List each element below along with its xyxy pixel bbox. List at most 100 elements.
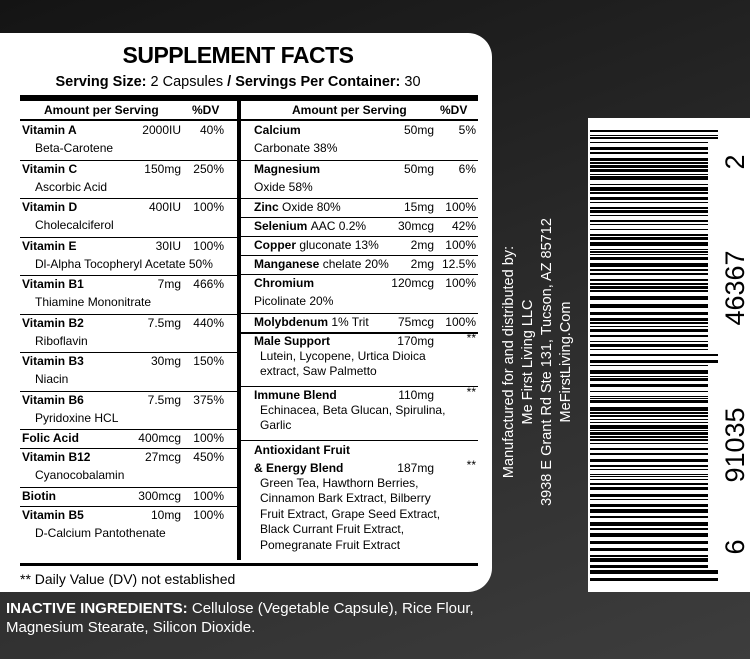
row-name-line: Copper gluconate 13%: [254, 237, 379, 253]
row-rule: [20, 352, 238, 353]
barcode-bar: [590, 169, 708, 172]
nutrient-name: Vitamin B1: [22, 277, 84, 291]
nutrient-detail: Riboflavin: [35, 333, 88, 348]
daily-value: 42%: [451, 219, 476, 233]
daily-value: 6%: [458, 161, 476, 176]
row-name-line: Vitamin B3: [22, 353, 84, 369]
row-rule: [241, 255, 478, 256]
nutrient-detail: Pomegranate Fruit Extract: [260, 537, 401, 552]
barcode-bar: [590, 528, 708, 530]
daily-value: 100%: [193, 507, 224, 522]
nutrient-detail: Ascorbic Acid: [35, 179, 108, 194]
barcode-bar: [590, 329, 708, 332]
separator: /: [227, 74, 232, 90]
row-name-line: Magnesium: [254, 161, 320, 177]
barcode-bar: [590, 220, 708, 222]
barcode-bar: [590, 137, 718, 139]
row-rule: [20, 275, 238, 276]
daily-value: 250%: [193, 161, 224, 176]
nutrient-detail: Beta-Carotene: [35, 141, 114, 155]
barcode-bar: [590, 224, 708, 225]
barcode: [588, 118, 750, 592]
nutrient-name: Calcium: [254, 123, 301, 137]
nutrient-name: Vitamin B12: [22, 450, 91, 464]
row-name-line: Vitamin B5: [22, 507, 84, 523]
row-rule: [20, 390, 238, 392]
row-rule: [20, 448, 238, 449]
barcode-bar: [590, 210, 708, 213]
manufacturer-line: 3938 E Grant Rd Ste 131, Tucson, AZ 8571…: [539, 218, 555, 506]
row-name-line: Vitamin B2: [22, 315, 84, 331]
daily-value: **: [466, 457, 476, 472]
row-rule: [241, 159, 478, 161]
nutrient-name: Vitamin B6: [22, 392, 84, 407]
barcode-bar: [590, 384, 708, 387]
row-rule: [241, 198, 478, 199]
row-name-line: Molybdenum 1% Trit: [254, 314, 369, 330]
barcode-bar: [590, 453, 708, 455]
amount: 7.5mg: [147, 315, 181, 330]
row-rule: [241, 439, 478, 441]
row-name-line: Selenium AAC 0.2%: [254, 218, 366, 234]
barcode-bar: [590, 251, 708, 253]
nutrient-name: Copper: [254, 238, 296, 252]
barcode-bar: [590, 548, 708, 551]
serving-size: 2 Capsules: [150, 74, 224, 90]
nutrient-name: Zinc: [254, 200, 279, 214]
barcode-bar: [590, 207, 708, 209]
daily-value: 440%: [193, 315, 224, 330]
nutrient-detail: Fruit Extract, Grape Seed Extract,: [260, 506, 441, 521]
barcode-bar: [590, 162, 708, 164]
manufacturer-line: Me First Living LLC: [520, 299, 536, 425]
barcode-bar: [590, 296, 708, 300]
row-rule: [20, 236, 238, 238]
barcode-bar: [590, 400, 708, 403]
daily-value: 5%: [458, 123, 476, 137]
daily-value: 12.5%: [441, 257, 476, 271]
barcode-bar: [590, 396, 708, 397]
row-name-line: Vitamin B1: [22, 276, 84, 292]
nutrient-form: 1% Trit: [331, 314, 369, 329]
nutrient-detail: Picolinate 20%: [254, 294, 334, 308]
row-rule: [241, 312, 478, 314]
nutrient-name: Folic Acid: [22, 431, 79, 445]
column-divider: [237, 100, 241, 560]
nutrient-detail: Dl-Alpha Tocopheryl Acetate 50%: [35, 256, 213, 271]
barcode-bar: [590, 174, 708, 175]
barcode-bar: [590, 415, 708, 417]
barcode-bar: [590, 578, 718, 581]
barcode-bar: [590, 142, 708, 143]
barcode-bar: [590, 254, 708, 255]
barcode-bar: [590, 407, 708, 411]
nutrient-form: AAC 0.2%: [310, 219, 367, 233]
barcode-bar: [590, 474, 708, 475]
barcode-bar: [590, 130, 718, 132]
row-rule: [241, 331, 478, 334]
nutrient-name: Vitamin C: [22, 161, 78, 176]
amount: 10mg: [150, 507, 181, 522]
daily-value: 466%: [193, 277, 224, 291]
barcode-bar: [590, 234, 708, 236]
servings-label: Servings Per Container:: [235, 74, 401, 90]
barcode-bar: [590, 335, 708, 337]
amount: 120mcg: [391, 276, 434, 290]
row-name-line: & Energy Blend: [254, 460, 343, 476]
amount: 400IU: [148, 200, 181, 214]
amount: 2mg: [410, 238, 434, 252]
amount: 27mcg: [144, 450, 181, 464]
barcode-bar: [590, 269, 708, 271]
nutrient-name: Male Support: [254, 333, 331, 348]
barcode-bar: [590, 263, 708, 267]
nutrient-form: Oxide 80%: [282, 200, 341, 214]
row-name-line: Zinc Oxide 80%: [254, 199, 341, 215]
barcode-bar: [590, 184, 708, 185]
barcode-bar: [590, 215, 708, 216]
barcode-bar: [590, 257, 708, 260]
barcode-bar: [590, 229, 708, 230]
barcode-digit: 6: [720, 539, 750, 555]
nutrient-detail: Oxide 58%: [254, 179, 313, 194]
barcode-bar: [590, 432, 708, 435]
barcode-digit: 91035: [720, 407, 750, 483]
amount: 30mcg: [397, 219, 434, 233]
row-heading: Antioxidant Fruit: [254, 442, 350, 457]
